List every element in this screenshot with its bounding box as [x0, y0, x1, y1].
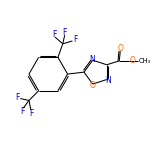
Text: N: N	[105, 76, 111, 85]
Text: O: O	[117, 44, 123, 53]
Text: F: F	[52, 30, 56, 39]
Text: F: F	[73, 35, 78, 44]
Text: N: N	[89, 55, 95, 64]
Text: F: F	[30, 109, 34, 117]
Text: O: O	[130, 56, 136, 65]
Text: O: O	[90, 81, 96, 90]
Text: F: F	[20, 107, 24, 116]
Text: F: F	[15, 93, 20, 102]
Text: F: F	[62, 28, 67, 37]
Text: CH₃: CH₃	[139, 58, 151, 64]
